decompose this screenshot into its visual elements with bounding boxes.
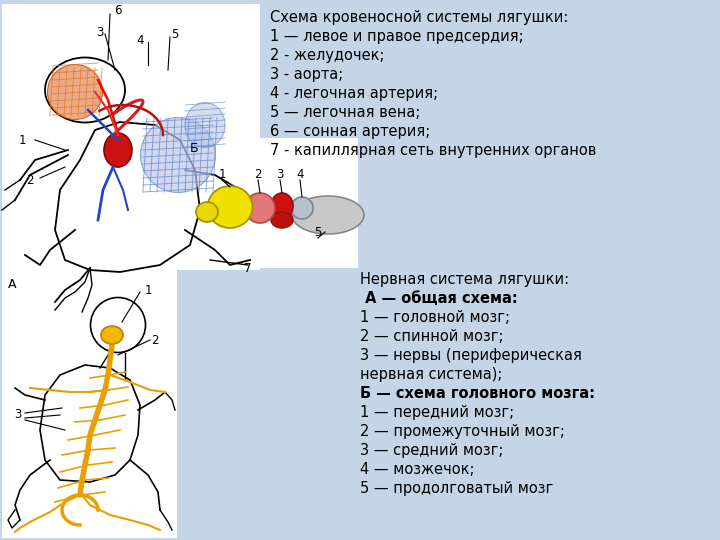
Text: 2 - желудочек;: 2 - желудочек; — [270, 48, 384, 63]
Text: 4: 4 — [296, 168, 304, 181]
Ellipse shape — [271, 193, 293, 219]
FancyBboxPatch shape — [180, 138, 358, 268]
Text: 7 - капиллярная сеть внутренних органов: 7 - капиллярная сеть внутренних органов — [270, 143, 596, 158]
Text: 1: 1 — [18, 133, 26, 146]
Text: нервная система);: нервная система); — [360, 367, 503, 382]
Text: 7: 7 — [244, 261, 252, 274]
Text: 3 - аорта;: 3 - аорта; — [270, 67, 343, 82]
Text: 1 — левое и правое предсердия;: 1 — левое и правое предсердия; — [270, 29, 523, 44]
Text: 1 — головной мозг;: 1 — головной мозг; — [360, 310, 510, 325]
Text: Нервная система лягушки:: Нервная система лягушки: — [360, 272, 569, 287]
Text: 1: 1 — [144, 284, 152, 296]
Text: 5 — продолговатый мозг: 5 — продолговатый мозг — [360, 481, 553, 496]
Text: 2: 2 — [26, 173, 34, 186]
Text: А: А — [8, 278, 17, 291]
Text: 2 — промежуточный мозг;: 2 — промежуточный мозг; — [360, 424, 565, 439]
Text: 4 — мозжечок;: 4 — мозжечок; — [360, 462, 474, 477]
Text: 3 — средний мозг;: 3 — средний мозг; — [360, 443, 503, 458]
Text: 6 — сонная артерия;: 6 — сонная артерия; — [270, 124, 431, 139]
Text: 3 — нервы (периферическая: 3 — нервы (периферическая — [360, 348, 582, 363]
Text: Б — схема головного мозга:: Б — схема головного мозга: — [360, 386, 595, 401]
Text: 4 - легочная артерия;: 4 - легочная артерия; — [270, 86, 438, 101]
Ellipse shape — [185, 103, 225, 147]
Ellipse shape — [271, 212, 293, 228]
Text: 6: 6 — [114, 3, 122, 17]
Text: 4: 4 — [136, 33, 144, 46]
Text: 2: 2 — [151, 334, 158, 347]
Ellipse shape — [101, 326, 123, 344]
Text: 1 — передний мозг;: 1 — передний мозг; — [360, 405, 514, 420]
Ellipse shape — [140, 118, 215, 192]
Text: 2 — спинной мозг;: 2 — спинной мозг; — [360, 329, 503, 344]
Text: Схема кровеносной системы лягушки:: Схема кровеносной системы лягушки: — [270, 10, 568, 25]
Text: 2: 2 — [254, 168, 262, 181]
Text: 5: 5 — [171, 29, 179, 42]
Text: Б: Б — [190, 142, 199, 155]
Text: 3: 3 — [96, 25, 104, 38]
Text: 3: 3 — [14, 408, 22, 422]
Ellipse shape — [48, 64, 102, 119]
Text: 5: 5 — [315, 226, 322, 240]
Ellipse shape — [104, 133, 132, 167]
Text: А — общая схема:: А — общая схема: — [360, 291, 518, 306]
Ellipse shape — [245, 193, 275, 223]
FancyBboxPatch shape — [2, 270, 177, 538]
Text: 5 — легочная вена;: 5 — легочная вена; — [270, 105, 420, 120]
FancyBboxPatch shape — [2, 4, 260, 270]
Ellipse shape — [207, 186, 253, 228]
Ellipse shape — [196, 202, 218, 222]
Text: 3: 3 — [276, 168, 284, 181]
Ellipse shape — [291, 197, 313, 219]
Text: 1: 1 — [218, 168, 226, 181]
Ellipse shape — [292, 196, 364, 234]
